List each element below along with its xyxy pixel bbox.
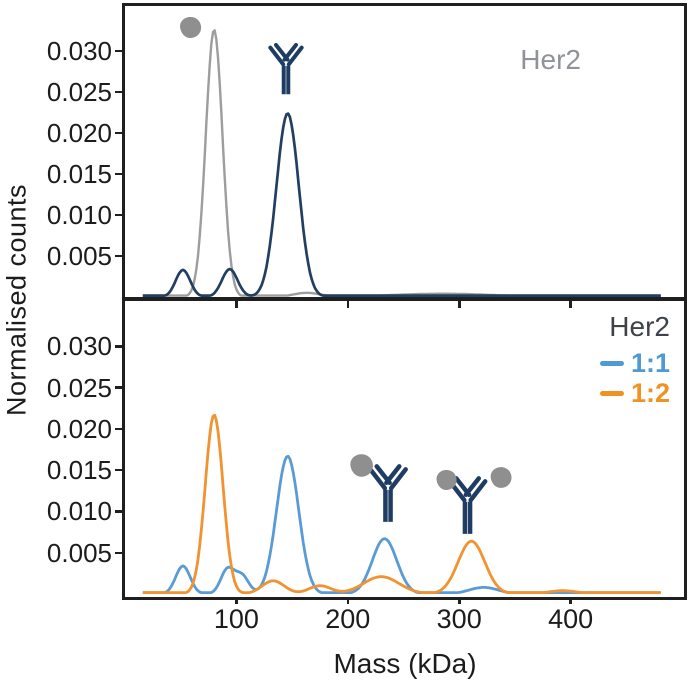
top-legend-label: Her2: [520, 44, 581, 75]
y-tick-label-p1-5: 0.030: [46, 331, 112, 362]
y-tick-p1-0.020: [115, 427, 123, 431]
y-tick-label-p0-4: 0.025: [46, 77, 112, 108]
legend-title: Her2: [609, 311, 670, 342]
y-tick-label-p1-1: 0.010: [46, 496, 112, 527]
legend-label-1to2: 1:2: [630, 377, 670, 408]
antibody-2-her2-icon: [436, 467, 512, 538]
y-tick-p0-0.015: [115, 172, 123, 176]
x-tick-label-200: 200: [325, 604, 371, 634]
antibody-1-her2-icon: [350, 454, 414, 524]
curve-her2: [142, 29, 661, 297]
y-tick-label-p0-2: 0.015: [46, 159, 112, 190]
x-tick-mid-200: [346, 301, 350, 308]
bottom-panel-legend: Her2 1:1 1:2: [599, 311, 670, 408]
y-tick-p0-0.025: [115, 90, 123, 94]
y-tick-p0-0.005: [115, 254, 123, 258]
legend-line-sample-1to1: [599, 360, 624, 366]
curve-antibody: [142, 112, 661, 297]
y-tick-label-p0-0: 0.005: [46, 241, 112, 271]
y-tick-p1-0.025: [115, 386, 123, 389]
legend-line-sample-1to2: [599, 390, 624, 396]
x-tick-label-400: 400: [548, 604, 594, 634]
bottom-panel-curves: [142, 413, 661, 594]
y-tick-label-p1-0: 0.005: [46, 537, 112, 568]
y-tick-p0-0.030: [115, 49, 123, 53]
legend-item-1to2: 1:2: [599, 377, 670, 408]
y-tick-p1-0.005: [115, 551, 123, 555]
y-tick-label-p1-3: 0.020: [46, 413, 112, 444]
y-tick-p1-0.030: [115, 345, 123, 348]
y-tick-label-p1-2: 0.015: [46, 455, 112, 486]
y-tick-label-p0-3: 0.020: [46, 118, 112, 149]
x-tick-label-100: 100: [213, 604, 259, 634]
y-tick-label-p1-4: 0.025: [46, 372, 112, 403]
curve-1-2: [142, 413, 661, 594]
x-tick-mid-300: [458, 301, 461, 308]
y-tick-label-p0-1: 0.010: [46, 200, 112, 231]
x-axis-label: Mass (kDa): [333, 648, 477, 679]
x-tick-300: [458, 597, 461, 604]
x-tick-mid-100: [235, 301, 238, 308]
panel-divider: [122, 297, 687, 301]
y-tick-p0-0.020: [115, 131, 123, 135]
y-tick-label-p0-5: 0.030: [46, 36, 112, 67]
legend-label-1to1: 1:1: [630, 347, 670, 378]
top-panel-legend: Her2: [507, 44, 581, 76]
y-tick-p1-0.015: [115, 468, 123, 472]
x-tick-200: [346, 597, 350, 604]
top-panel-curves: [142, 29, 661, 297]
x-tick-100: [235, 597, 238, 604]
x-tick-mid-400: [569, 301, 572, 308]
y-tick-p0-0.010: [115, 213, 123, 217]
her2-blob-icon: [176, 14, 204, 41]
antibody-icon: [267, 41, 305, 98]
y-tick-p1-0.010: [115, 510, 123, 513]
x-tick-400: [569, 597, 572, 604]
x-tick-label-300: 300: [436, 604, 482, 634]
legend-item-1to1: 1:1: [599, 347, 670, 378]
plot-border: [122, 3, 687, 600]
